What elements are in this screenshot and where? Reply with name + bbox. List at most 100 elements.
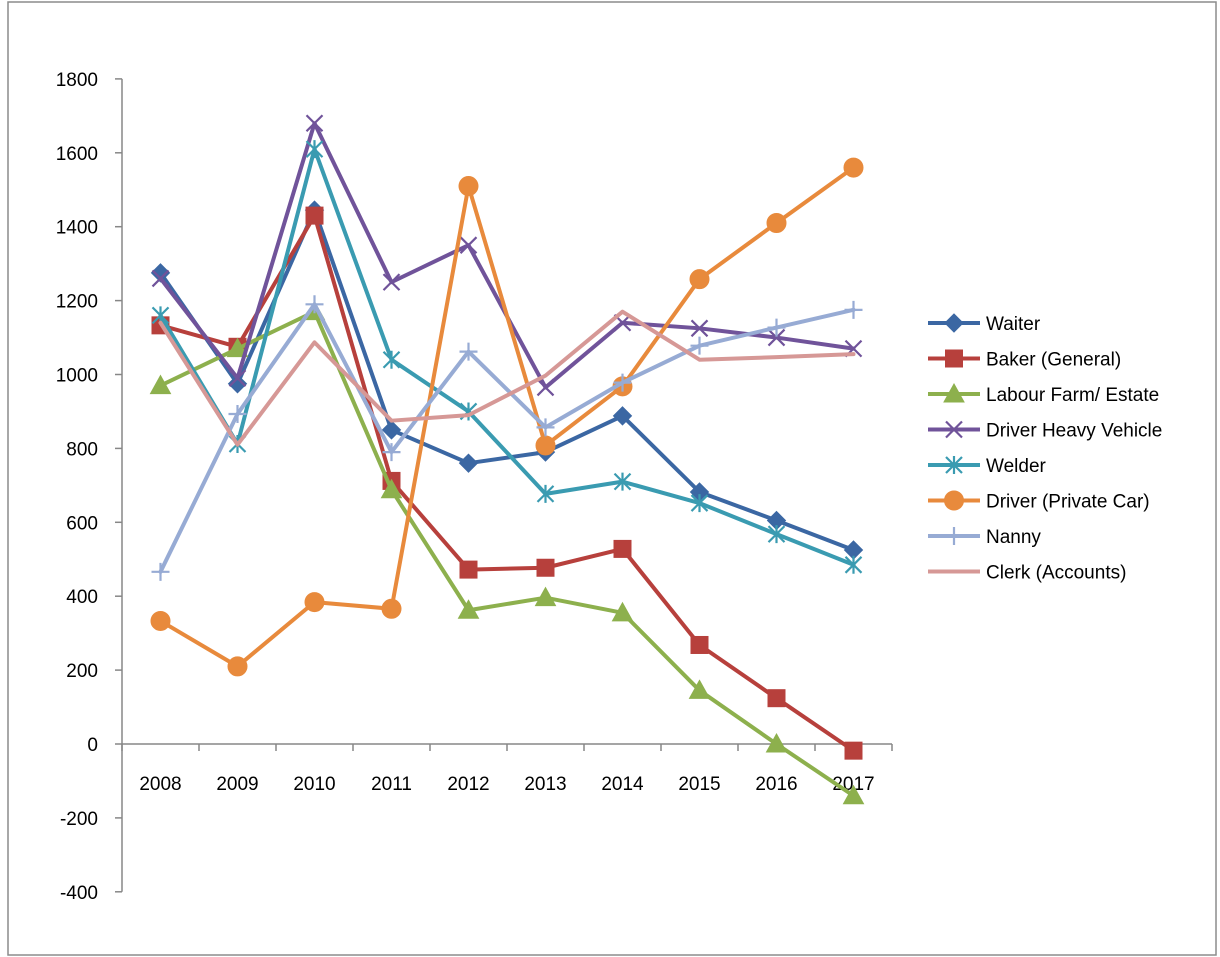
legend-label: Nanny bbox=[986, 527, 1041, 548]
series-nanny bbox=[151, 295, 863, 581]
series-line bbox=[158, 213, 856, 753]
legend-label: Baker (General) bbox=[986, 350, 1121, 371]
series-welder bbox=[151, 140, 863, 574]
data-point bbox=[304, 592, 325, 613]
data-point bbox=[612, 406, 633, 426]
data-point bbox=[689, 269, 710, 290]
data-point bbox=[382, 273, 401, 291]
legend-item: Welder bbox=[928, 456, 1047, 477]
data-point bbox=[381, 420, 402, 440]
series-line bbox=[158, 309, 856, 798]
legend-marker bbox=[945, 456, 963, 474]
legend-item: Waiter bbox=[928, 313, 1041, 335]
legend-item: Nanny bbox=[928, 527, 1041, 548]
data-point bbox=[149, 374, 172, 395]
x-tick-label: 2014 bbox=[601, 774, 644, 795]
data-point bbox=[690, 635, 709, 654]
y-tick-label: 0 bbox=[87, 735, 98, 756]
legend-marker bbox=[943, 382, 965, 403]
chart-frame bbox=[7, 1, 1217, 956]
data-point bbox=[767, 689, 786, 708]
data-point bbox=[613, 539, 632, 558]
data-point bbox=[228, 369, 247, 387]
data-point bbox=[458, 176, 479, 197]
data-point bbox=[765, 732, 788, 753]
data-point bbox=[458, 453, 479, 473]
data-point bbox=[690, 494, 709, 513]
x-tick-label: 2012 bbox=[447, 774, 489, 795]
x-tick-label: 2009 bbox=[216, 774, 258, 795]
y-tick-label: 400 bbox=[66, 587, 98, 608]
x-tick-label: 2010 bbox=[293, 774, 335, 795]
data-point bbox=[843, 157, 864, 178]
series-labour-farm-estate bbox=[149, 300, 865, 805]
y-tick-label: -400 bbox=[60, 883, 98, 904]
legend-label: Driver (Private Car) bbox=[986, 492, 1150, 513]
data-point bbox=[151, 562, 170, 581]
y-tick-label: 200 bbox=[66, 661, 98, 682]
legend: Waiter Baker (General) Labour Farm/ Estate… bbox=[928, 313, 1162, 584]
series-driver-private-car bbox=[150, 157, 864, 677]
data-point bbox=[228, 405, 247, 424]
data-point bbox=[844, 555, 863, 574]
data-point bbox=[690, 319, 709, 338]
series-line bbox=[158, 302, 856, 574]
data-point bbox=[611, 601, 634, 622]
data-point bbox=[842, 784, 865, 805]
y-tick-label: 1400 bbox=[56, 218, 98, 239]
data-point bbox=[459, 560, 478, 579]
data-point bbox=[688, 679, 711, 699]
data-point bbox=[382, 443, 401, 462]
legend-marker bbox=[945, 349, 963, 368]
legend-marker bbox=[945, 527, 963, 545]
axes: -400 -200 0 200 400 600 800 1000 1200 1400 1600 180… bbox=[56, 70, 893, 904]
legend-label: Clerk (Accounts) bbox=[986, 563, 1126, 584]
data-point bbox=[766, 213, 787, 234]
y-tick-label: 600 bbox=[66, 513, 98, 534]
x-tick-label: 2013 bbox=[524, 774, 566, 795]
data-point bbox=[150, 263, 171, 283]
data-point bbox=[305, 140, 324, 159]
y-tick-label: 1600 bbox=[56, 144, 98, 165]
legend-label: Driver Heavy Vehicle bbox=[986, 421, 1162, 442]
data-point bbox=[536, 378, 555, 397]
data-point bbox=[380, 478, 403, 499]
data-point bbox=[150, 610, 171, 631]
x-tick-label: 2011 bbox=[371, 774, 412, 795]
legend-item: Labour Farm/ Estate bbox=[928, 382, 1159, 406]
data-point bbox=[305, 206, 324, 225]
legend-marker bbox=[945, 420, 963, 439]
series-line bbox=[158, 165, 856, 669]
data-point bbox=[536, 418, 555, 437]
data-point bbox=[767, 525, 786, 544]
data-point bbox=[767, 318, 786, 337]
data-point bbox=[844, 741, 863, 760]
y-tick-label: 1800 bbox=[56, 70, 98, 91]
y-tick-label: 1000 bbox=[56, 366, 98, 387]
legend-marker bbox=[944, 313, 964, 333]
x-tick-label: 2016 bbox=[755, 774, 797, 795]
data-point bbox=[536, 484, 555, 503]
data-point bbox=[305, 295, 324, 314]
legend-label: Welder bbox=[986, 456, 1047, 477]
legend-item: Clerk (Accounts) bbox=[928, 563, 1126, 584]
data-point bbox=[151, 269, 170, 288]
data-point bbox=[305, 114, 324, 133]
data-point bbox=[844, 300, 863, 319]
y-tick-label: 800 bbox=[66, 439, 98, 460]
data-point bbox=[226, 337, 249, 358]
data-point bbox=[613, 373, 632, 392]
data-point bbox=[690, 336, 709, 355]
data-point bbox=[459, 342, 478, 361]
series-layer bbox=[149, 114, 865, 805]
data-point bbox=[457, 599, 480, 619]
data-point bbox=[382, 350, 401, 369]
series-clerk-accounts bbox=[158, 309, 856, 447]
legend-item: Driver Heavy Vehicle bbox=[928, 421, 1162, 442]
x-tick-label: 2008 bbox=[139, 774, 181, 795]
y-tick-label: -200 bbox=[60, 809, 98, 830]
series-line bbox=[158, 309, 856, 447]
legend-label: Waiter bbox=[986, 314, 1041, 335]
